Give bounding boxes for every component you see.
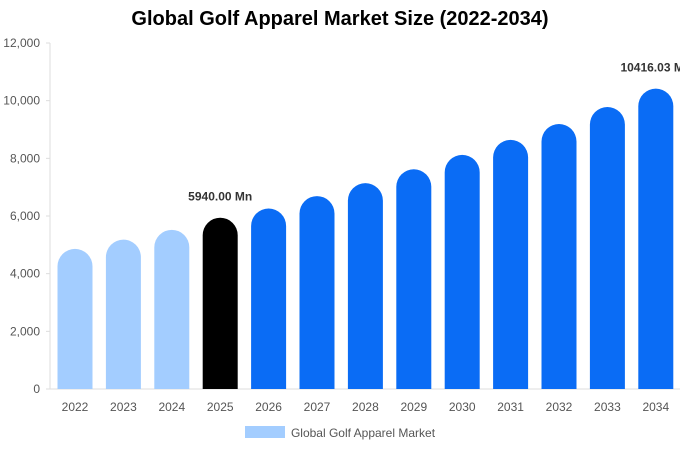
x-tick-label: 2032 <box>546 400 573 414</box>
x-tick-label: 2026 <box>255 400 282 414</box>
bar-2032 <box>541 124 577 389</box>
bars <box>57 88 674 389</box>
bar-2027 <box>299 196 335 389</box>
x-tick-label: 2024 <box>158 400 185 414</box>
y-tick-label: 10,000 <box>3 94 40 108</box>
legend: Global Golf Apparel Market <box>0 426 680 440</box>
x-tick-label: 2034 <box>642 400 669 414</box>
bar-2022 <box>57 248 93 389</box>
legend-label: Global Golf Apparel Market <box>290 426 436 440</box>
y-tick-label: 4,000 <box>10 267 40 281</box>
legend-swatch <box>244 426 285 438</box>
bar-2034 <box>638 88 674 389</box>
y-tick-label: 8,000 <box>10 151 40 165</box>
bar-2031 <box>493 139 529 389</box>
x-tick-label: 2031 <box>497 400 524 414</box>
bar-2024 <box>154 229 190 389</box>
x-tick-label: 2028 <box>352 400 379 414</box>
x-tick-label: 2022 <box>62 400 89 414</box>
y-tick-label: 0 <box>33 382 40 396</box>
bar-2026 <box>251 208 287 389</box>
x-tick-label: 2033 <box>594 400 621 414</box>
bar-2033 <box>589 107 625 389</box>
x-tick-label: 2027 <box>304 400 331 414</box>
y-tick-label: 2,000 <box>10 324 40 338</box>
x-tick-label: 2023 <box>110 400 137 414</box>
bar-2030 <box>444 154 480 389</box>
x-tick-label: 2029 <box>400 400 427 414</box>
bar-2025 <box>202 217 238 389</box>
chart-title: Global Golf Apparel Market Size (2022-20… <box>131 8 549 30</box>
x-axis: 2022 2023 2024 2025 2026 2027 2028 2029 2030 2031… <box>50 388 680 414</box>
x-tick-label: 2025 <box>207 400 234 414</box>
bar-2028 <box>347 183 383 389</box>
y-tick-label: 12,000 <box>3 36 40 50</box>
data-labels: 5940.00 Mn 10416.03 Mn <box>188 61 680 204</box>
bar-2023 <box>105 239 141 389</box>
data-label-2034: 10416.03 Mn <box>620 61 680 75</box>
x-tick-label: 2030 <box>449 400 476 414</box>
data-label-2025: 5940.00 Mn <box>188 190 252 204</box>
bar-2029 <box>396 169 432 389</box>
y-tick-label: 6,000 <box>10 209 40 223</box>
y-axis: 0 2,000 4,000 6,000 8,000 10,000 12,000 <box>3 36 51 396</box>
